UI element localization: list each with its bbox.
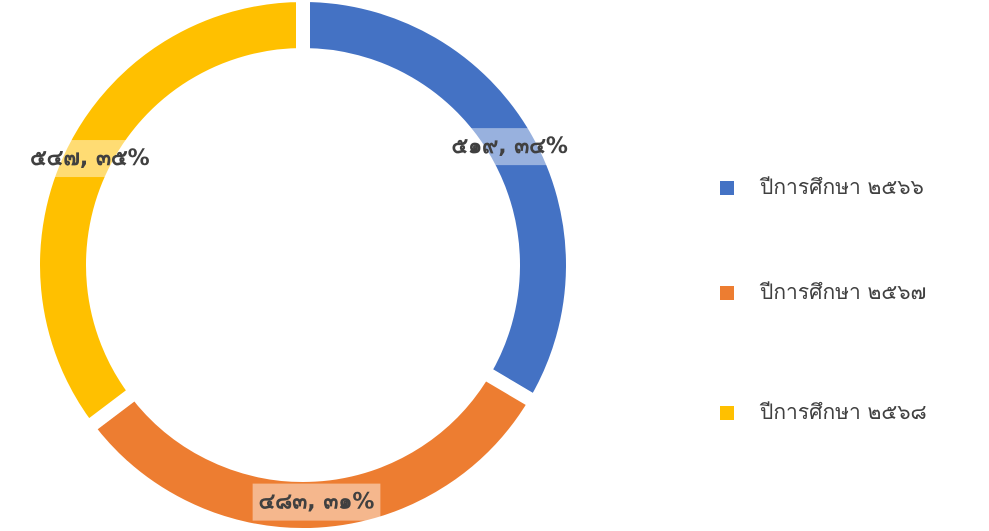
legend-label: ปีการศึกษา ๒๕๖๗ <box>759 280 926 304</box>
data-label: ๕๔๗, ๓๕% <box>30 146 150 171</box>
label-background <box>445 128 574 166</box>
donut-slice <box>26 0 310 438</box>
data-label: ๔๘๓, ๓๑% <box>259 490 375 515</box>
legend-label: ปีการศึกษา ๒๕๖๖ <box>759 175 924 199</box>
label-background <box>24 140 156 178</box>
label-background <box>252 483 381 521</box>
data-label: ๕๑๙, ๓๔% <box>452 134 568 159</box>
legend-swatch <box>720 406 734 420</box>
legend-label: ปีการศึกษา ๒๕๖๘ <box>759 400 926 424</box>
legend-swatch <box>720 286 734 300</box>
legend-swatch <box>720 181 734 195</box>
donut-slice <box>296 0 580 413</box>
